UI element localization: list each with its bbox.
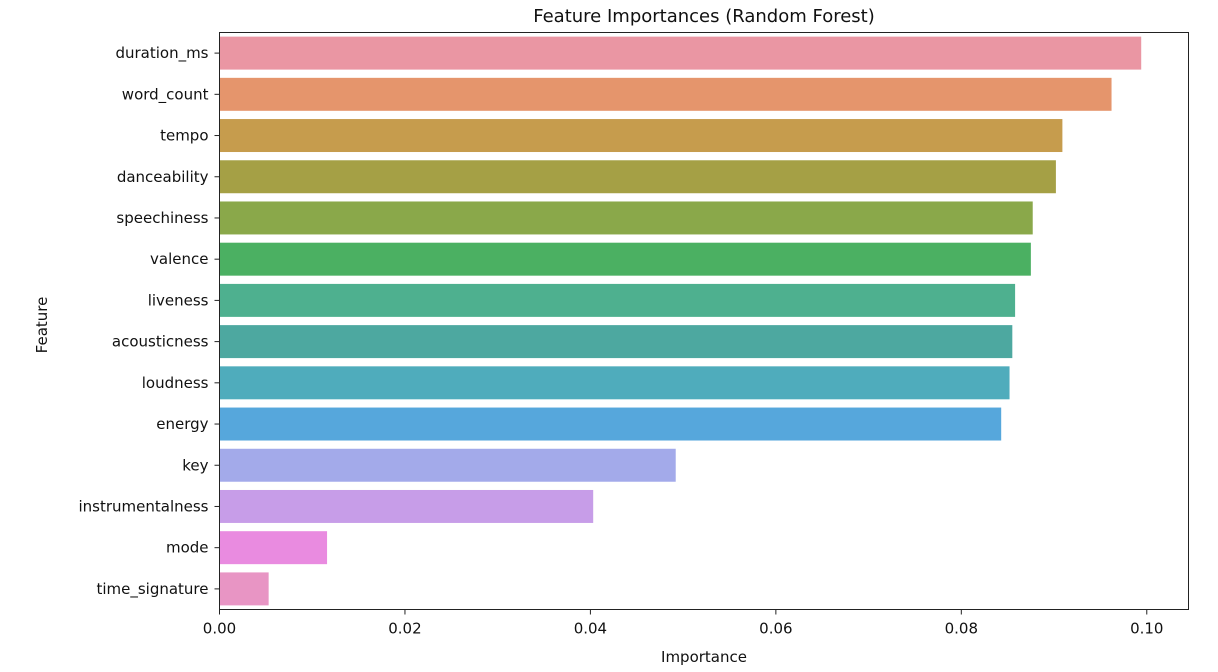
bar-mode (219, 531, 328, 565)
y-tick-label: key (182, 456, 208, 474)
bar-tempo (219, 119, 1063, 153)
chart-title: Feature Importances (Random Forest) (533, 6, 875, 27)
y-tick-label: word_count (122, 85, 209, 104)
y-tick-label: tempo (160, 127, 208, 145)
bar-loudness (219, 366, 1010, 400)
bar-energy (219, 407, 1002, 441)
bar-liveness (219, 283, 1016, 317)
y-tick-label: energy (156, 415, 208, 433)
y-tick-label: mode (166, 539, 209, 557)
y-tick-label: speechiness (116, 209, 208, 227)
y-tick-label: time_signature (96, 580, 208, 599)
bars-group (219, 36, 1142, 606)
bar-instrumentalness (219, 489, 594, 523)
bar-key (219, 448, 676, 482)
x-axis: 0.00 0.02 0.04 0.06 0.08 0.10 (203, 609, 1163, 638)
y-tick-label: acousticness (112, 333, 209, 351)
bar-valence (219, 242, 1031, 276)
x-tick-label: 0.04 (574, 620, 607, 638)
x-axis-label: Importance (661, 648, 747, 666)
y-tick-label: loudness (142, 374, 209, 392)
x-tick-label: 0.06 (759, 620, 792, 638)
x-tick-label: 0.10 (1130, 620, 1163, 638)
y-tick-label: instrumentalness (79, 497, 209, 515)
bar-time-signature (219, 572, 269, 606)
x-tick-label: 0.00 (203, 620, 236, 638)
bar-duration-ms (219, 36, 1142, 70)
y-tick-label: duration_ms (115, 44, 208, 63)
bar-danceability (219, 160, 1056, 194)
plot-frame (219, 32, 1189, 610)
bar-word-count (219, 77, 1112, 111)
bar-acousticness (219, 325, 1013, 359)
x-tick-label: 0.08 (945, 620, 978, 638)
x-tick-label: 0.02 (388, 620, 421, 638)
y-axis-label: Feature (33, 297, 51, 354)
y-tick-label: danceability (117, 168, 209, 186)
y-tick-label: valence (150, 250, 208, 268)
bar-speechiness (219, 201, 1033, 235)
y-tick-label: liveness (148, 291, 209, 309)
